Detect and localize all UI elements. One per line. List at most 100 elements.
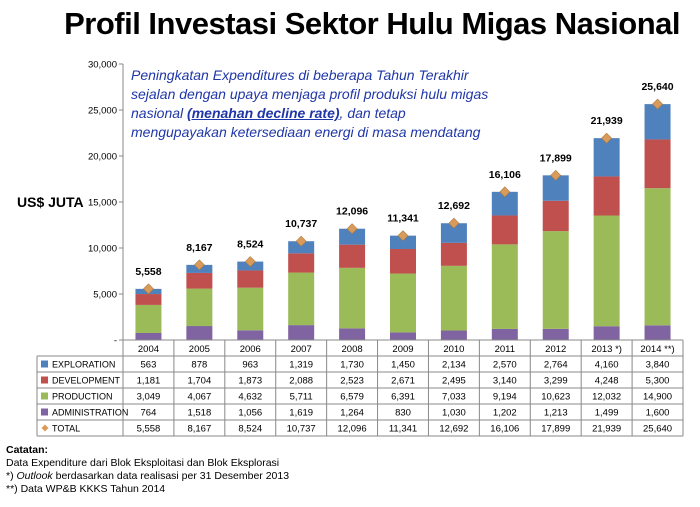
notes-line-2-prefix: *) bbox=[6, 470, 17, 482]
page-title: Profil Investasi Sektor Hulu Migas Nasio… bbox=[64, 6, 680, 41]
callout-part1: Peningkatan Expenditures di beberapa Tah… bbox=[131, 67, 489, 121]
bar-segment-administration bbox=[186, 326, 213, 340]
bar-segment-production bbox=[644, 188, 671, 326]
notes-line-3: **) Data WP&B KKKS Tahun 2014 bbox=[6, 483, 166, 495]
x-category-label: 2008 bbox=[342, 344, 363, 355]
table-cell-value: 11,341 bbox=[389, 424, 417, 435]
table-cell-value: 563 bbox=[141, 360, 157, 371]
x-category-label: 2009 bbox=[392, 344, 413, 355]
total-marker bbox=[550, 169, 562, 181]
table-cell-value: 2,088 bbox=[289, 376, 313, 387]
total-marker bbox=[448, 217, 460, 229]
bar-segment-administration bbox=[339, 328, 366, 340]
table-cell-value: 16,106 bbox=[490, 424, 519, 435]
notes-line-2-rest: berdasarkan data realisasi per 31 Desemb… bbox=[52, 470, 290, 482]
total-marker bbox=[193, 259, 205, 271]
legend-label: DEVELOPMENT bbox=[52, 376, 121, 386]
table-cell-value: 878 bbox=[191, 360, 207, 371]
table-cell-value: 1,600 bbox=[646, 408, 670, 419]
total-marker bbox=[346, 223, 358, 235]
legend-label: EXPLORATION bbox=[52, 360, 115, 370]
table-cell-value: 12,096 bbox=[338, 424, 367, 435]
table-cell-value: 1,518 bbox=[187, 408, 211, 419]
table-cell-value: 1,730 bbox=[340, 360, 364, 371]
bar-segment-production bbox=[440, 265, 467, 331]
notes-line-1: Data Expenditure dari Blok Eksploitasi d… bbox=[6, 457, 280, 469]
total-data-label: 8,167 bbox=[186, 242, 212, 254]
notes-line-2-italic: Outlook bbox=[16, 470, 53, 482]
table-cell-value: 10,737 bbox=[287, 424, 316, 435]
bar-segment-production bbox=[390, 273, 416, 333]
bar-segment-administration bbox=[542, 328, 569, 340]
table-cell-value: 1,319 bbox=[289, 360, 313, 371]
table-cell-value: 1,873 bbox=[238, 376, 262, 387]
legend-key-total bbox=[41, 424, 49, 432]
bar-segment-administration bbox=[288, 325, 315, 340]
bar-segment-administration bbox=[440, 330, 467, 340]
bar-segment-production bbox=[186, 288, 213, 327]
total-data-label: 16,106 bbox=[489, 169, 521, 181]
bar-segment-administration bbox=[135, 332, 162, 340]
table-cell-value: 5,558 bbox=[137, 424, 161, 435]
total-data-label: 11,341 bbox=[387, 213, 419, 225]
y-unit-label: US$ JUTA bbox=[17, 194, 84, 210]
x-category-label: 2007 bbox=[291, 344, 312, 355]
bar-segment-administration bbox=[237, 330, 264, 340]
notes-line-2: *) Outlook berdasarkan data realisasi pe… bbox=[6, 470, 289, 483]
table-cell-value: 14,900 bbox=[643, 392, 672, 403]
table-cell-value: 3,140 bbox=[493, 376, 517, 387]
bar-segment-administration bbox=[390, 332, 416, 340]
bar-segment-exploration bbox=[491, 191, 518, 216]
table-cell-value: 4,160 bbox=[595, 360, 619, 371]
legend-key-administration bbox=[41, 408, 48, 416]
callout-text: Peningkatan Expenditures di beberapa Tah… bbox=[131, 66, 501, 142]
total-data-label: 12,692 bbox=[438, 200, 470, 212]
total-marker bbox=[295, 235, 307, 247]
table-cell-value: 5,300 bbox=[646, 376, 670, 387]
total-marker bbox=[652, 98, 663, 110]
bar-segment-exploration bbox=[593, 138, 620, 177]
bar-segment-development bbox=[339, 244, 366, 268]
total-marker bbox=[244, 256, 256, 268]
x-category-label: 2012 bbox=[545, 344, 566, 355]
notes-heading: Catatan: bbox=[6, 444, 49, 456]
y-tick-label: - bbox=[114, 336, 117, 347]
table-cell-value: 12,032 bbox=[592, 392, 621, 403]
table-cell-value: 5,711 bbox=[290, 392, 313, 403]
table-cell-value: 4,248 bbox=[595, 376, 619, 387]
callout-part2: , dan tetap mengupayakan ketersediaan en… bbox=[131, 105, 481, 140]
table-cell-value: 17,899 bbox=[541, 424, 570, 435]
table-cell-value: 3,299 bbox=[544, 376, 568, 387]
table-cell-value: 2,570 bbox=[493, 360, 517, 371]
footnotes: Catatan: Data Expenditure dari Blok Eksp… bbox=[6, 444, 289, 496]
bar-segment-development bbox=[186, 272, 213, 289]
table-cell-value: 2,671 bbox=[391, 376, 415, 387]
y-tick-label: 25,000 bbox=[88, 106, 117, 117]
bar-segment-development bbox=[542, 200, 569, 232]
total-data-label: 21,939 bbox=[591, 115, 623, 127]
table-cell-value: 1,264 bbox=[340, 408, 364, 419]
bar-segment-production bbox=[491, 244, 518, 329]
table-cell-value: 1,202 bbox=[493, 408, 517, 419]
table-cell-value: 963 bbox=[242, 360, 258, 371]
total-marker bbox=[397, 230, 409, 242]
bar-segment-production bbox=[339, 267, 366, 329]
total-data-label: 17,899 bbox=[540, 152, 572, 164]
y-tick-label: 15,000 bbox=[88, 198, 117, 209]
total-data-label: 8,524 bbox=[237, 239, 263, 251]
table-cell-value: 10,623 bbox=[541, 392, 570, 403]
table-cell-value: 764 bbox=[141, 408, 157, 419]
bar-segment-production bbox=[542, 231, 569, 329]
bar-segment-production bbox=[288, 272, 315, 326]
table-cell-value: 9,194 bbox=[493, 392, 517, 403]
table-cell-value: 1,704 bbox=[187, 376, 211, 387]
bar-segment-exploration bbox=[644, 104, 671, 140]
total-marker bbox=[499, 186, 511, 198]
bar-segment-production bbox=[593, 215, 620, 327]
table-cell-value: 12,692 bbox=[439, 424, 468, 435]
bar-segment-development bbox=[390, 248, 416, 274]
x-category-label: 2004 bbox=[138, 344, 159, 355]
table-cell-value: 25,640 bbox=[643, 424, 672, 435]
table-cell-value: 830 bbox=[395, 408, 411, 419]
legend-key-exploration bbox=[41, 360, 48, 368]
